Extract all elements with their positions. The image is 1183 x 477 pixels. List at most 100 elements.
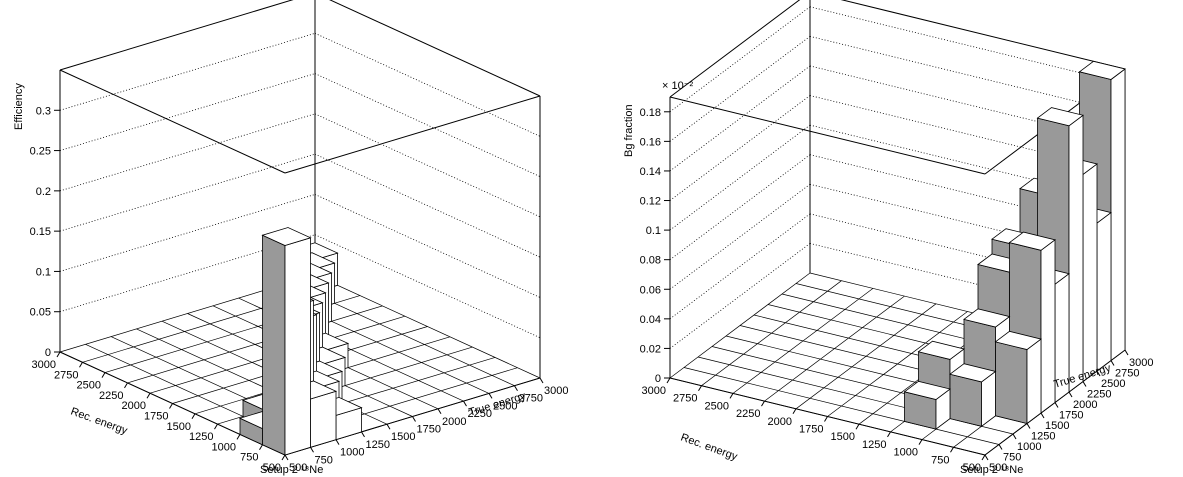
grid-line [59,153,316,232]
y-tick [887,431,891,438]
z-tick-label: 0 [45,347,51,359]
y-tick [855,423,860,430]
y-tick [918,439,923,445]
bar-front [310,390,337,448]
bar-front [1082,163,1098,383]
x-tick-label: 1000 [1017,441,1041,453]
x-tick [1068,391,1073,398]
chart-title: Setup 2 ¹⁸Ne [260,464,323,476]
x-tick [539,377,544,384]
y-tick-label: 750 [240,452,258,464]
z-tick-label: 0.02 [640,343,661,355]
y-tick-label: 1000 [894,447,918,459]
y-tick [981,454,986,461]
grid-line [669,183,811,290]
x-tick-label: 2000 [442,416,466,428]
exponent-label: × 10⁻² [662,80,694,92]
z-tick-label: 0.2 [36,186,51,198]
x-tick [386,423,391,430]
x-tick-label: 2500 [493,400,517,412]
z-tick-label: 0.12 [640,196,661,208]
bar-front [1026,338,1042,425]
y-tick-label: 2000 [122,400,146,412]
frame-edge [329,0,541,97]
x-tick [514,385,518,391]
z-tick-label: 0.15 [30,226,51,238]
x-tick [335,439,340,445]
y-tick [146,392,151,399]
x-tick-label: 2000 [1073,399,1097,411]
y-tick-label: 750 [931,454,949,466]
grid-line [314,194,541,298]
x-tick-label: 1750 [1059,410,1083,422]
x-tick-label: 500 [989,462,1007,474]
y-tick [281,454,286,461]
z-tick-label: 0.1 [646,225,661,237]
x-tick-label: 1500 [391,431,415,443]
bar-top [917,340,965,360]
y-tick [824,416,828,422]
y-tick [214,423,218,430]
z-axis-label: Bg fraction [623,104,635,157]
grid-line [669,36,811,142]
x-tick [998,444,1003,450]
x-tick [463,400,467,407]
y-tick [236,434,241,440]
grid-line [314,32,541,137]
grid-line [669,213,811,320]
x-tick [1026,423,1031,429]
bar-top [903,380,951,400]
bar-front [284,237,311,456]
bar-top [261,227,312,246]
grid-line [314,73,541,177]
grid-line [314,113,541,218]
bar-side [995,341,1028,425]
grid-line [669,243,811,349]
y-tick-label: 1000 [212,441,236,453]
frame-edge [59,0,294,71]
bar-top [1078,60,1126,80]
grid-line [669,124,811,231]
z-tick-label: 0.3 [36,105,51,117]
y-tick-label: 2250 [736,408,760,420]
bar-top [994,330,1042,350]
y-tick-label: 2750 [54,369,78,381]
y-tick [56,351,61,358]
y-tick-label: 2750 [673,393,697,405]
x-tick [310,447,314,453]
floor-grid-line [795,303,937,410]
z-tick-label: 0.25 [30,146,51,158]
grid-line [59,73,316,151]
x-tick-label: 2250 [1087,389,1111,401]
grid-line [314,153,541,258]
grid-line [669,95,811,201]
z-tick-label: 0 [655,373,661,385]
x-tick [412,416,416,422]
y-tick [698,385,702,391]
y-tick [79,362,83,368]
y-tick-label: 500 [263,462,281,474]
z-tick-label: 0.05 [30,307,51,319]
y-tick-label: 500 [963,462,981,474]
z-tick-label: 0.1 [36,266,51,278]
y-tick-label: 1250 [862,439,886,451]
grid-line [59,32,316,111]
x-tick-label: 3000 [544,385,568,397]
bar-front [1040,239,1056,414]
z-tick-label: 0.08 [640,255,661,267]
y-tick-label: 1500 [167,421,191,433]
y-tick [950,447,954,453]
grid-line [669,65,811,172]
x-tick-label: 3000 [1129,357,1153,369]
bar-front [1068,114,1084,393]
x-tick [1012,433,1017,440]
y-tick-label: 2000 [768,416,792,428]
y-tick-label: 1250 [189,431,213,443]
x-tick-label: 1250 [366,439,390,451]
y-tick-label: 3000 [642,385,666,397]
y-tick [101,372,106,378]
y-tick [761,400,765,407]
x-tick [284,454,289,461]
grid-line [314,234,541,339]
